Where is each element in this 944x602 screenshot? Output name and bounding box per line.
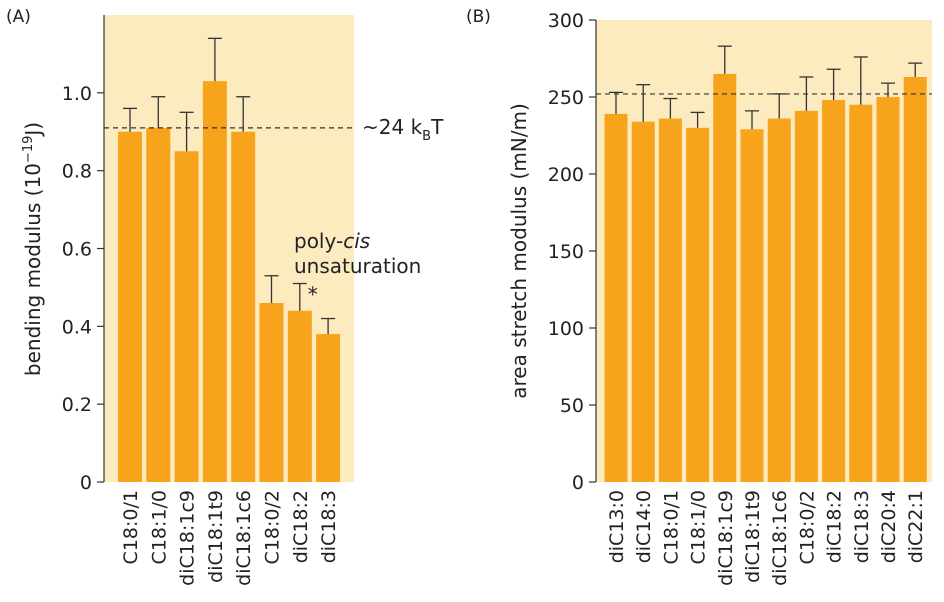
category-label: diC18:1c9 [177,490,199,586]
panel-a: (A) 0 0.2 0.4 0.6 0.8 1.0 C18:0/1 C18:1/0 diC18… [6,7,444,586]
bar [686,127,710,483]
bar [849,104,873,482]
y-tick-label: 300 [548,10,584,32]
y-tick-label: 0.6 [62,239,92,261]
bar [767,118,791,482]
bar [287,310,312,482]
panel-a-reference-label: ~24 kBT [362,115,444,144]
bar [231,131,256,482]
panel-a-group-annotation-line2: unsaturation [294,254,421,278]
panel-b-bars [604,73,927,483]
bar [876,97,900,482]
panel-b-y-axis-title: area stretch modulus (mN/m) [507,103,531,399]
y-tick-label: 100 [548,318,584,340]
category-label: diC18:1t9 [742,490,764,583]
panel-a-plot-background [104,15,354,482]
category-label: C18:1/0 [688,490,710,564]
bar [118,131,142,482]
panel-a-category-labels: C18:0/1 C18:1/0 diC18:1c9 diC18:1t9 diC18:1c… [120,490,340,586]
bar [740,129,764,482]
y-tick-label: 0.2 [62,394,92,416]
bar [174,151,199,483]
category-label: C18:0/2 [262,490,284,564]
bar [658,118,682,482]
y-tick-label: 250 [548,87,584,109]
bar [794,110,818,483]
y-tick-label: 0 [572,472,584,494]
panel-b-category-labels: diC13:0 diC14:0 C18:0/1 C18:1/0 diC18:1c9 diC… [606,490,927,586]
category-label: diC20:4 [878,490,900,563]
category-label: diC18:2 [290,490,312,563]
panel-a-significance-star: * [308,283,318,307]
y-tick-label: 0 [80,472,92,494]
bar [822,100,846,482]
category-label: diC18:2 [824,490,846,563]
category-label: C18:0/1 [660,490,682,564]
bar [259,302,284,482]
y-tick-label: 150 [548,241,584,263]
panel-b-y-ticks: 0 50 100 150 200 250 300 [548,10,596,494]
panel-a-letter: (A) [6,7,31,27]
bar [903,76,927,482]
category-label: diC18:1c6 [233,490,255,586]
bar [604,113,628,482]
panel-a-bars [118,81,341,483]
y-tick-label: 0.4 [62,316,92,338]
category-label: C18:1/0 [148,490,170,564]
category-label: diC22:1 [905,490,927,563]
bar [202,81,227,483]
y-tick-label: 0.8 [62,161,92,183]
panel-b-letter: (B) [466,7,491,27]
category-label: C18:0/2 [796,490,818,564]
category-label: diC18:3 [318,490,340,563]
bar [316,334,341,482]
bar [631,121,655,482]
category-label: C18:0/1 [120,490,142,564]
panel-a-group-annotation-line1: poly-cis [294,229,370,253]
y-tick-label: 200 [548,164,584,186]
y-tick-label: 1.0 [62,83,92,105]
panel-a-y-ticks: 0 0.2 0.4 0.6 0.8 1.0 [62,83,104,494]
panel-a-error-bars [123,37,336,335]
y-tick-label: 50 [560,395,584,417]
category-label: diC18:3 [851,490,873,563]
panel-a-y-axis-title: bending modulus (10−19J) [21,122,45,376]
category-label: diC13:0 [606,490,628,563]
category-label: diC18:1c6 [769,490,791,586]
category-label: diC14:0 [633,490,655,563]
category-label: diC18:1t9 [205,490,227,583]
bar [146,127,171,482]
bar [713,73,737,483]
category-label: diC18:1c9 [715,490,737,586]
